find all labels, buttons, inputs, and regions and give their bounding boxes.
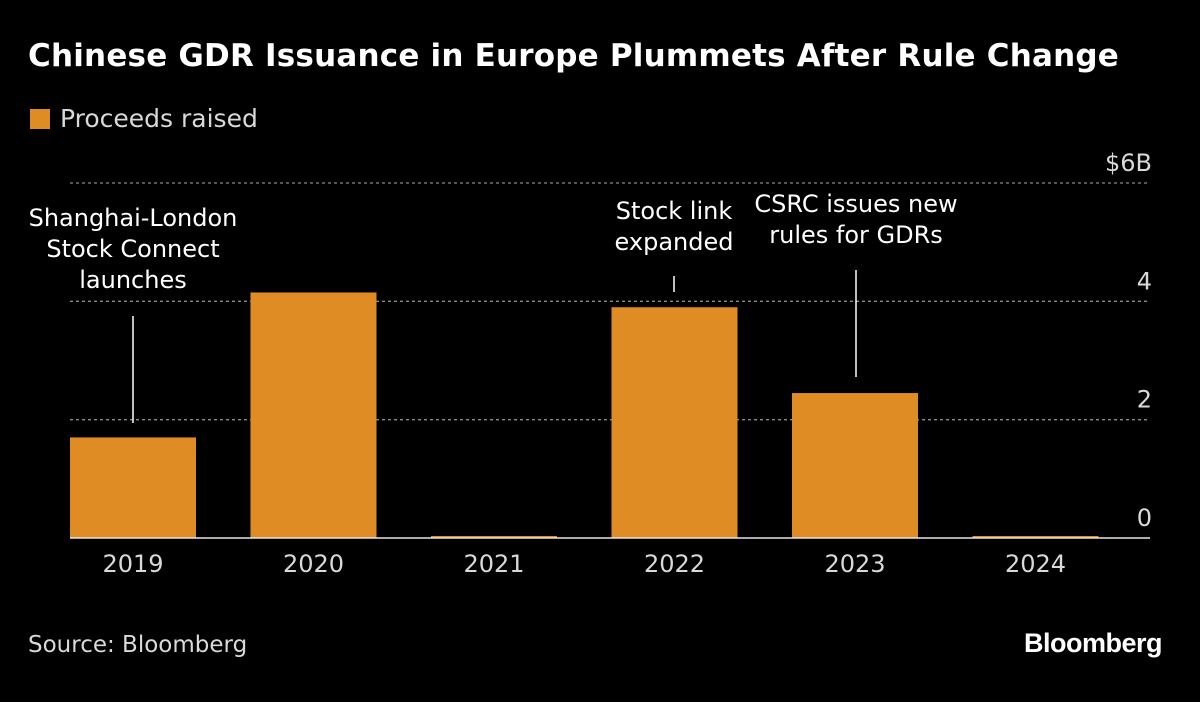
legend-swatch: [30, 108, 50, 129]
x-tick-label-2023: 2023: [824, 550, 885, 578]
y-tick-label-0: 0: [1137, 504, 1152, 532]
grid-layer: [70, 182, 1150, 421]
bar-2019: [70, 437, 196, 538]
y-tick-label-3: $6B: [1105, 149, 1152, 177]
bar-2020: [250, 292, 377, 538]
annotation-layer: Shanghai-London Stock Connect launches Stoc…: [29, 190, 958, 423]
annotation-2023: CSRC issues new rules for GDRs: [754, 190, 957, 249]
bars-layer: [70, 292, 1099, 538]
legend: Proceeds raised: [30, 104, 258, 133]
chart-title: Chinese GDR Issuance in Europe Plummets …: [28, 38, 1119, 74]
y-tick-label-2: 4: [1137, 267, 1152, 295]
annotation-2019: Shanghai-London Stock Connect launches: [29, 204, 238, 294]
x-tick-label-2020: 2020: [283, 550, 344, 578]
bar-2024: [972, 536, 1099, 538]
source-note: Source: Bloomberg: [28, 632, 248, 658]
axis-layer: 0 2 4 $6B 2019 2020 2021 2022 2023 2024: [70, 149, 1152, 578]
bar-2022: [611, 307, 738, 538]
annotation-2022: Stock link expanded: [615, 197, 734, 256]
y-tick-label-1: 2: [1137, 386, 1152, 414]
legend-label: Proceeds raised: [60, 104, 258, 133]
x-tick-label-2021: 2021: [463, 550, 524, 578]
x-tick-label-2019: 2019: [102, 550, 163, 578]
x-tick-label-2022: 2022: [644, 550, 705, 578]
x-tick-label-2024: 2024: [1005, 550, 1066, 578]
bar-2023: [792, 393, 918, 538]
bar-2021: [431, 536, 557, 538]
bloomberg-logo: Bloomberg: [1023, 628, 1163, 658]
